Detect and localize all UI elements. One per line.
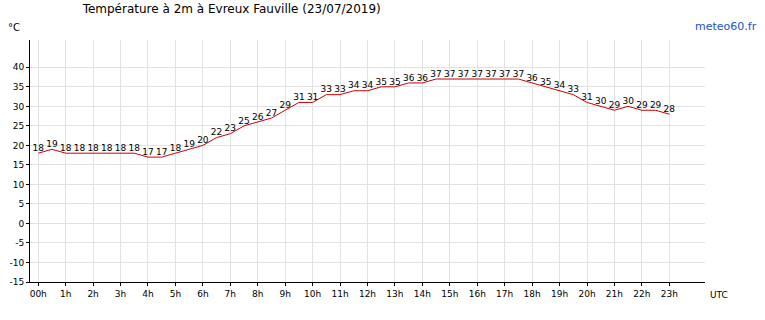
svg-text:37: 37 xyxy=(430,69,441,79)
svg-text:37: 37 xyxy=(458,69,469,79)
svg-text:8h: 8h xyxy=(252,289,263,299)
svg-text:19: 19 xyxy=(46,139,58,149)
svg-text:18: 18 xyxy=(87,143,99,153)
svg-text:40: 40 xyxy=(13,62,25,72)
svg-text:16h: 16h xyxy=(469,289,486,299)
svg-text:18: 18 xyxy=(170,143,182,153)
svg-text:22: 22 xyxy=(211,127,222,137)
svg-text:25: 25 xyxy=(13,121,24,131)
svg-text:35: 35 xyxy=(375,77,386,87)
svg-text:20h: 20h xyxy=(578,289,595,299)
svg-text:23: 23 xyxy=(225,123,236,133)
svg-text:22h: 22h xyxy=(633,289,650,299)
svg-text:2h: 2h xyxy=(87,289,98,299)
svg-text:19h: 19h xyxy=(551,289,568,299)
svg-text:9h: 9h xyxy=(279,289,290,299)
svg-text:7h: 7h xyxy=(225,289,236,299)
svg-text:37: 37 xyxy=(444,69,455,79)
svg-text:23h: 23h xyxy=(661,289,678,299)
svg-text:33: 33 xyxy=(321,84,332,94)
svg-text:36: 36 xyxy=(526,73,538,83)
svg-text:18: 18 xyxy=(74,143,86,153)
svg-text:37: 37 xyxy=(513,69,524,79)
svg-text:33: 33 xyxy=(568,84,579,94)
svg-text:35: 35 xyxy=(389,77,400,87)
svg-text:35: 35 xyxy=(13,82,24,92)
svg-text:30: 30 xyxy=(595,96,607,106)
svg-text:30: 30 xyxy=(13,102,25,112)
svg-text:29: 29 xyxy=(636,100,648,110)
svg-text:11h: 11h xyxy=(331,289,348,299)
svg-text:3h: 3h xyxy=(115,289,126,299)
svg-text:37: 37 xyxy=(499,69,510,79)
svg-text:10: 10 xyxy=(13,180,25,190)
svg-text:18: 18 xyxy=(60,143,72,153)
svg-text:18: 18 xyxy=(101,143,113,153)
svg-text:18: 18 xyxy=(129,143,141,153)
svg-text:Température à 2m à Evreux Fauv: Température à 2m à Evreux Fauville (23/0… xyxy=(82,2,381,16)
svg-text:°C: °C xyxy=(8,22,20,33)
svg-text:12h: 12h xyxy=(359,289,376,299)
svg-text:20: 20 xyxy=(197,135,209,145)
svg-text:17h: 17h xyxy=(496,289,513,299)
svg-text:29: 29 xyxy=(650,100,662,110)
svg-text:10h: 10h xyxy=(304,289,321,299)
svg-text:31: 31 xyxy=(581,92,592,102)
svg-text:13h: 13h xyxy=(386,289,403,299)
svg-text:34: 34 xyxy=(362,80,374,90)
svg-text:5h: 5h xyxy=(170,289,181,299)
svg-text:26: 26 xyxy=(252,112,264,122)
svg-text:15h: 15h xyxy=(441,289,458,299)
svg-text:21h: 21h xyxy=(606,289,623,299)
svg-text:30: 30 xyxy=(622,96,634,106)
svg-text:35: 35 xyxy=(540,77,551,87)
svg-text:36: 36 xyxy=(403,73,415,83)
svg-text:15: 15 xyxy=(13,160,24,170)
svg-text:5: 5 xyxy=(18,199,24,209)
svg-text:37: 37 xyxy=(472,69,483,79)
svg-text:34: 34 xyxy=(348,80,360,90)
svg-text:36: 36 xyxy=(417,73,429,83)
svg-text:33: 33 xyxy=(334,84,345,94)
svg-text:31: 31 xyxy=(307,92,318,102)
svg-text:17: 17 xyxy=(142,147,153,157)
svg-text:00h: 00h xyxy=(30,289,47,299)
svg-text:1h: 1h xyxy=(60,289,71,299)
svg-text:18: 18 xyxy=(33,143,45,153)
svg-text:18: 18 xyxy=(115,143,127,153)
svg-text:19: 19 xyxy=(183,139,195,149)
svg-text:27: 27 xyxy=(266,108,277,118)
svg-text:29: 29 xyxy=(279,100,291,110)
svg-text:25: 25 xyxy=(238,116,249,126)
svg-text:-10: -10 xyxy=(9,258,24,268)
svg-text:4h: 4h xyxy=(142,289,153,299)
svg-text:14h: 14h xyxy=(414,289,431,299)
svg-text:37: 37 xyxy=(485,69,496,79)
svg-text:34: 34 xyxy=(554,80,566,90)
svg-text:meteo60.fr: meteo60.fr xyxy=(695,20,757,33)
svg-text:18h: 18h xyxy=(524,289,541,299)
svg-text:20: 20 xyxy=(13,141,25,151)
svg-text:28: 28 xyxy=(664,104,676,114)
svg-text:31: 31 xyxy=(293,92,304,102)
svg-text:UTC: UTC xyxy=(710,290,728,300)
svg-text:17: 17 xyxy=(156,147,167,157)
svg-text:29: 29 xyxy=(609,100,621,110)
svg-text:0: 0 xyxy=(18,219,24,229)
svg-text:-15: -15 xyxy=(9,277,24,287)
svg-text:-5: -5 xyxy=(15,238,24,248)
svg-text:6h: 6h xyxy=(197,289,208,299)
